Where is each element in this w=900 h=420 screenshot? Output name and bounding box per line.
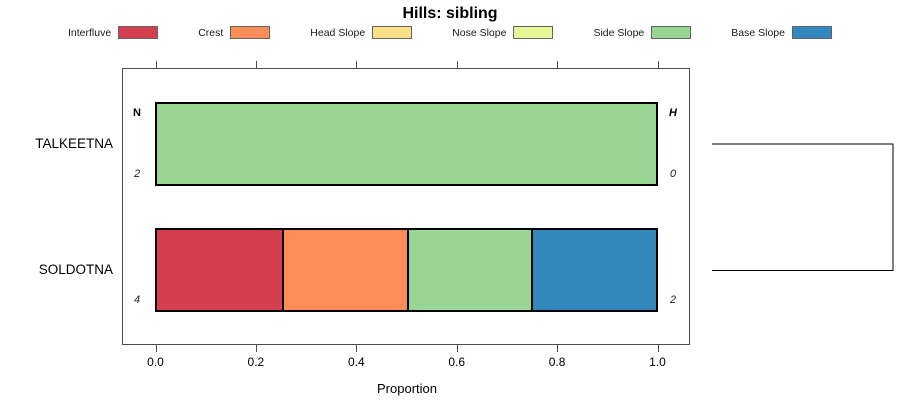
legend-swatch-head-slope bbox=[372, 26, 413, 39]
plot-area bbox=[122, 68, 690, 345]
legend-label: Base Slope bbox=[731, 26, 785, 39]
n-value: 2 bbox=[133, 168, 141, 180]
legend-swatch-nose-slope bbox=[513, 26, 554, 39]
x-axis-tick-bottom bbox=[657, 345, 659, 352]
bar-segment-side-slope bbox=[157, 104, 656, 184]
bar-segment-interfluve bbox=[157, 230, 282, 310]
x-axis-tick-label: 1.0 bbox=[649, 355, 666, 369]
legend-swatch-side-slope bbox=[651, 26, 692, 39]
bar-segment-base-slope bbox=[531, 230, 656, 310]
h-value: 0 bbox=[669, 168, 677, 180]
h-value: 2 bbox=[669, 294, 677, 306]
x-axis-tick-top bbox=[456, 61, 458, 68]
x-axis-tick-label: 0.2 bbox=[247, 355, 265, 369]
bar-talkeetna bbox=[155, 102, 658, 186]
x-axis-tick-label: 0.6 bbox=[448, 355, 466, 369]
n-column-header: N bbox=[133, 107, 141, 119]
legend-label: Side Slope bbox=[593, 26, 645, 39]
x-axis-tick-top bbox=[557, 61, 559, 68]
x-axis-tick-bottom bbox=[356, 345, 358, 352]
x-axis-tick-top bbox=[356, 61, 358, 68]
n-value: 4 bbox=[133, 294, 141, 306]
x-axis-tick-top bbox=[155, 61, 157, 68]
x-axis-tick-label: 0.8 bbox=[548, 355, 566, 369]
bar-segment-side-slope bbox=[406, 230, 532, 310]
legend-item-crest: Crest bbox=[198, 26, 271, 39]
row-label-soldotna: SOLDOTNA bbox=[38, 262, 113, 277]
dendrogram-link bbox=[712, 143, 894, 271]
x-axis-tick-bottom bbox=[255, 345, 257, 352]
legend-item-side-slope: Side Slope bbox=[593, 26, 692, 39]
h-column-header: H bbox=[669, 107, 677, 119]
bar-segment-crest bbox=[281, 230, 407, 310]
bar-soldotna bbox=[155, 228, 658, 312]
row-label-talkeetna: TALKEETNA bbox=[35, 136, 113, 151]
legend-swatch-interfluve bbox=[118, 26, 159, 39]
legend-item-interfluve: Interfluve bbox=[68, 26, 159, 39]
x-axis-tick-bottom bbox=[456, 345, 458, 352]
legend: Interfluve Crest Head Slope Nose Slope Side … bbox=[0, 26, 900, 39]
legend-label: Nose Slope bbox=[452, 26, 507, 39]
legend-label: Head Slope bbox=[310, 26, 366, 39]
x-axis-tick-label: 0.0 bbox=[147, 355, 164, 369]
legend-swatch-base-slope bbox=[791, 26, 832, 39]
x-axis-tick-top bbox=[657, 61, 659, 68]
legend-item-base-slope: Base Slope bbox=[731, 26, 832, 39]
legend-item-head-slope: Head Slope bbox=[310, 26, 413, 39]
legend-item-nose-slope: Nose Slope bbox=[452, 26, 554, 39]
x-axis-tick-bottom bbox=[557, 345, 559, 352]
legend-label: Crest bbox=[198, 26, 224, 39]
legend-label: Interfluve bbox=[68, 26, 112, 39]
chart-title: Hills: sibling bbox=[402, 5, 498, 22]
x-axis-tick-label: 0.4 bbox=[347, 355, 365, 369]
legend-swatch-crest bbox=[230, 26, 271, 39]
x-axis-tick-bottom bbox=[155, 345, 157, 352]
dendrogram bbox=[712, 143, 894, 271]
x-axis-tick-top bbox=[255, 61, 257, 68]
x-axis-label: Proportion bbox=[377, 381, 437, 396]
